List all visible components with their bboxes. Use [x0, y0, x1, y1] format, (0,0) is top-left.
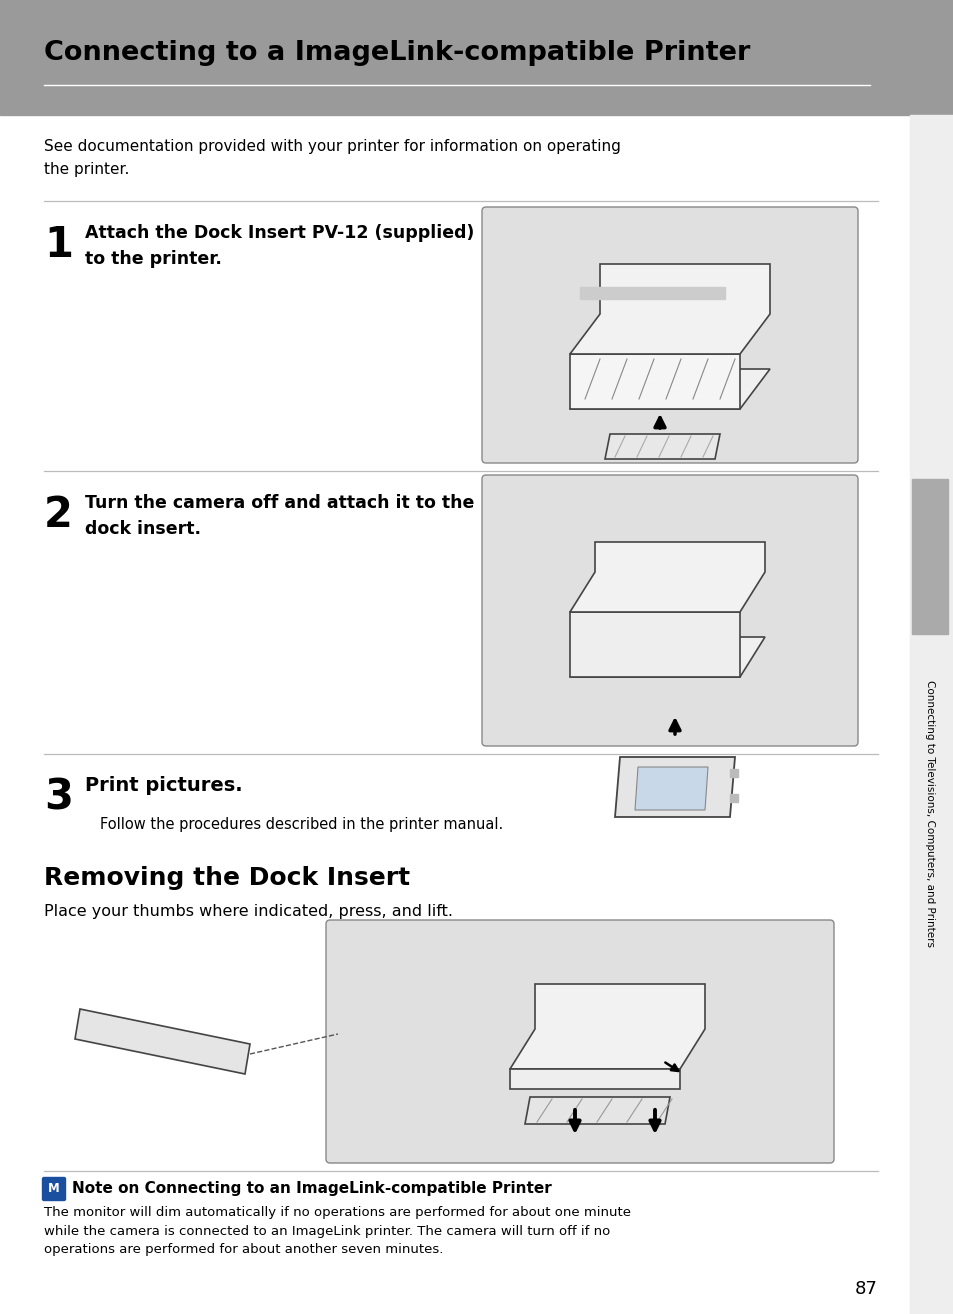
Text: 87: 87: [854, 1280, 877, 1298]
Bar: [0, 0, 953, 116]
Polygon shape: [75, 1009, 250, 1074]
Polygon shape: [510, 984, 704, 1070]
Polygon shape: [635, 767, 707, 809]
Text: The monitor will dim automatically if no operations are performed for about one : The monitor will dim automatically if no…: [44, 1206, 630, 1256]
Text: Removing the Dock Insert: Removing the Dock Insert: [44, 866, 410, 890]
Text: M: M: [48, 1183, 60, 1196]
Polygon shape: [569, 353, 740, 409]
Text: Print pictures.: Print pictures.: [85, 777, 242, 795]
Text: Note on Connecting to an ImageLink-compatible Printer: Note on Connecting to an ImageLink-compa…: [71, 1181, 551, 1197]
Polygon shape: [569, 612, 740, 677]
FancyBboxPatch shape: [481, 474, 857, 746]
Text: Turn the camera off and attach it to the
dock insert.: Turn the camera off and attach it to the…: [85, 494, 474, 537]
Text: 1: 1: [44, 223, 73, 265]
Polygon shape: [604, 434, 720, 459]
Polygon shape: [569, 369, 769, 409]
Text: 2: 2: [44, 494, 72, 536]
FancyBboxPatch shape: [481, 208, 857, 463]
Polygon shape: [569, 637, 764, 677]
Polygon shape: [569, 541, 764, 612]
Text: 3: 3: [44, 777, 73, 819]
Bar: [579, 286, 724, 300]
Text: Connecting to Televisions, Computers, and Printers: Connecting to Televisions, Computers, an…: [924, 681, 934, 947]
Polygon shape: [615, 757, 734, 817]
Text: Follow the procedures described in the printer manual.: Follow the procedures described in the p…: [100, 817, 503, 832]
FancyBboxPatch shape: [326, 920, 833, 1163]
Bar: [911, 480, 947, 633]
FancyBboxPatch shape: [43, 1177, 66, 1201]
Bar: [729, 794, 738, 802]
Bar: [729, 769, 738, 777]
Text: Place your thumbs where indicated, press, and lift.: Place your thumbs where indicated, press…: [44, 904, 453, 918]
Polygon shape: [569, 264, 769, 353]
Text: Connecting to a ImageLink-compatible Printer: Connecting to a ImageLink-compatible Pri…: [44, 39, 750, 66]
Text: Attach the Dock Insert PV-12 (supplied)
to the printer.: Attach the Dock Insert PV-12 (supplied) …: [85, 223, 474, 268]
Bar: [909, 116, 953, 1314]
Text: See documentation provided with your printer for information on operating
the pr: See documentation provided with your pri…: [44, 139, 620, 177]
Polygon shape: [510, 1070, 679, 1089]
Polygon shape: [524, 1097, 669, 1123]
